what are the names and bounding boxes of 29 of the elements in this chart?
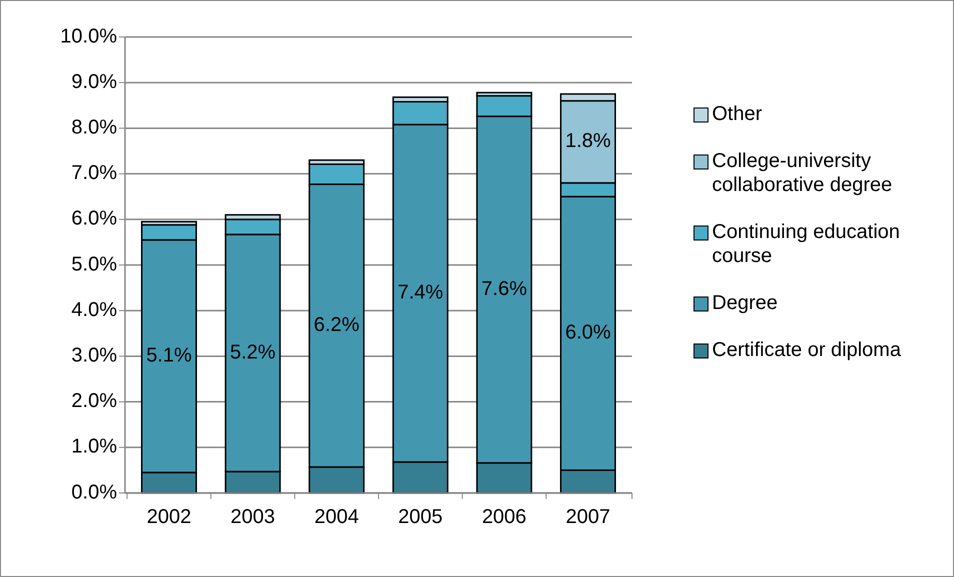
legend-label: Continuing education course (712, 221, 900, 268)
data-label: 5.1% (146, 344, 192, 366)
data-label: 5.2% (230, 341, 276, 364)
y-tick-label: 3.0% (71, 344, 118, 366)
x-tick-label: 2006 (482, 506, 526, 528)
y-tick-label: 10.0% (60, 25, 118, 48)
x-tick-label: 2005 (398, 506, 443, 528)
x-tick-label: 2002 (146, 506, 192, 528)
y-tick-label: 5.0% (71, 253, 118, 276)
data-label: 1.8% (565, 130, 612, 152)
y-tick-label: 8.0% (71, 116, 118, 138)
y-tick-label: 6.0% (71, 208, 118, 230)
y-tick-label: 4.0% (71, 298, 118, 321)
data-label: 7.6% (481, 278, 528, 300)
legend-label: Certificate or diploma (712, 339, 902, 362)
y-tick-label: 1.0% (71, 436, 118, 458)
legend-label: Other (712, 103, 762, 126)
legend-label: Degree (712, 292, 778, 314)
data-label: 6.2% (314, 314, 360, 336)
data-label: 6.0% (565, 322, 612, 344)
x-tick-label: 2007 (566, 506, 610, 528)
y-tick-label: 9.0% (71, 70, 118, 93)
y-tick-label: 0.0% (71, 481, 118, 504)
x-tick-label: 2003 (230, 506, 276, 528)
x-tick-label: 2004 (314, 506, 359, 528)
y-tick-label: 7.0% (71, 162, 118, 184)
legend-label: College-university collaborative degree (712, 150, 892, 196)
y-tick-label: 2.0% (71, 390, 118, 412)
data-label: 7.4% (398, 282, 444, 304)
